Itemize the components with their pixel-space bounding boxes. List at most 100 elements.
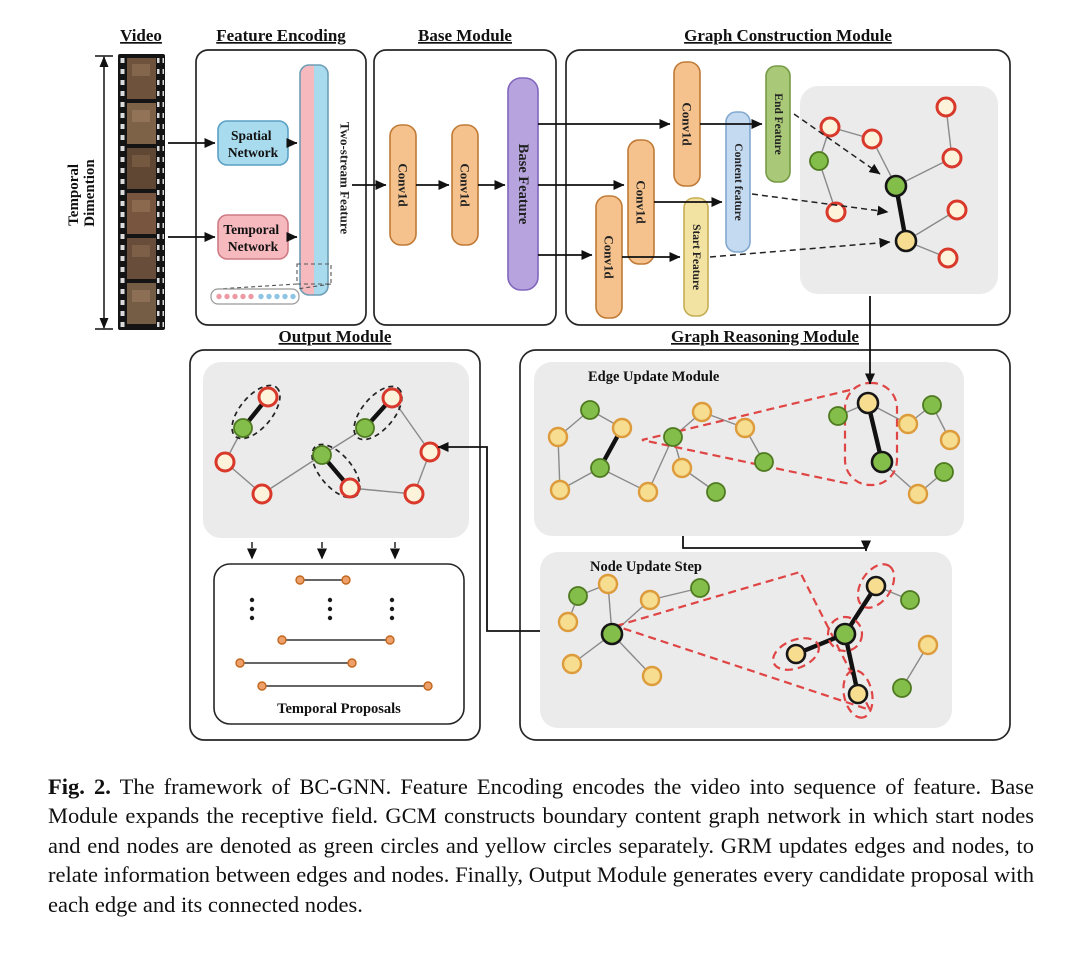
dimension-arrow-up bbox=[99, 56, 109, 67]
green-node bbox=[663, 427, 683, 447]
node-update-panel: Node Update Step bbox=[540, 552, 952, 728]
satellite-yellow-node bbox=[865, 575, 887, 597]
gcm-graph bbox=[800, 86, 998, 294]
temporal-dimension-label: Temporal Dimention bbox=[66, 159, 98, 227]
temporal-proposals-box: Temporal Proposals bbox=[213, 563, 465, 725]
green-node bbox=[568, 586, 588, 606]
green-node bbox=[934, 462, 954, 482]
green-node bbox=[590, 458, 610, 478]
video-section: Video Temporal Dimention bbox=[66, 26, 165, 330]
gcm-conv-top-label: Conv1d bbox=[680, 102, 695, 146]
red-node bbox=[946, 199, 968, 221]
satellite-yellow-node bbox=[847, 683, 869, 705]
yellow-node bbox=[557, 611, 579, 633]
yellow-node bbox=[907, 483, 929, 505]
end-feature-arrow bbox=[793, 113, 881, 175]
output-graph bbox=[203, 362, 469, 538]
gcm-conv-mid-label: Conv1d bbox=[634, 180, 649, 224]
red-node bbox=[257, 386, 279, 408]
edge-update-label: Edge Update Module bbox=[588, 369, 720, 385]
yellow-node bbox=[897, 413, 919, 435]
green-node bbox=[900, 590, 920, 610]
red-node bbox=[381, 387, 403, 409]
red-node bbox=[251, 483, 273, 505]
yellow-node bbox=[561, 653, 583, 675]
feature-to-graph-arrows bbox=[709, 113, 891, 258]
green-start-node bbox=[884, 174, 908, 198]
end-feature-label: End Feature bbox=[772, 93, 784, 154]
node-update-label: Node Update Step bbox=[590, 559, 702, 575]
yellow-end-node bbox=[894, 229, 918, 253]
green-node bbox=[312, 445, 332, 465]
content-feature-label: Content feature bbox=[732, 143, 744, 220]
dimension-arrow-down bbox=[99, 318, 109, 329]
green-node bbox=[892, 678, 912, 698]
green-node bbox=[922, 395, 942, 415]
feature-zoom-indicator bbox=[296, 263, 332, 285]
yellow-node bbox=[547, 426, 569, 448]
highlighted-yellow-node bbox=[856, 391, 880, 415]
red-node bbox=[861, 128, 883, 150]
figure-caption-text: The framework of BC-GNN. Feature Encodin… bbox=[48, 774, 1035, 917]
figure-caption-label: Fig. 2. bbox=[48, 774, 111, 799]
spatial-network-label: Spatial Network bbox=[228, 128, 279, 160]
yellow-node bbox=[691, 401, 713, 423]
film-frames bbox=[127, 58, 156, 324]
green-node bbox=[754, 452, 774, 472]
proposal-ellipse bbox=[231, 384, 281, 440]
output-module-title: Output Module bbox=[279, 327, 392, 346]
center-green-node bbox=[833, 622, 857, 646]
edgeupdate-to-nodeupdate-arrow bbox=[682, 536, 871, 552]
yellow-node bbox=[597, 573, 619, 595]
red-node bbox=[819, 116, 841, 138]
grm-to-output-arrow bbox=[437, 442, 540, 632]
yellow-node bbox=[637, 481, 659, 503]
grm-title: Graph Reasoning Module bbox=[671, 327, 859, 346]
green-node bbox=[233, 418, 253, 438]
yellow-node bbox=[939, 429, 961, 451]
proposal-segments bbox=[235, 575, 433, 691]
yellow-node bbox=[734, 417, 756, 439]
yellow-node bbox=[917, 634, 939, 656]
flow-arrows bbox=[168, 119, 875, 632]
start-feature-label: Start Feature bbox=[690, 224, 702, 290]
end-feature-bar bbox=[765, 65, 791, 183]
edge-update-highlight-beam bbox=[641, 388, 851, 486]
temporal-proposals-border bbox=[213, 563, 465, 725]
green-node bbox=[690, 578, 710, 598]
base-module: Base Module Conv1d Conv1d Base Feature bbox=[373, 26, 557, 326]
green-node bbox=[706, 482, 726, 502]
feature-sequence-legend bbox=[210, 288, 300, 305]
temporal-proposals-label: Temporal Proposals bbox=[277, 701, 401, 717]
yellow-node bbox=[549, 479, 571, 501]
highlighted-green-node bbox=[600, 622, 624, 646]
base-module-title: Base Module bbox=[418, 26, 512, 45]
green-node bbox=[809, 151, 829, 171]
proposal-drop-arrows bbox=[247, 542, 400, 560]
base-feature-bar bbox=[507, 77, 539, 291]
highlighted-green-node bbox=[870, 450, 894, 474]
content-feature-arrow bbox=[751, 193, 889, 216]
gcm-title: Graph Construction Module bbox=[684, 26, 892, 45]
proposal-ellipse bbox=[353, 385, 403, 441]
two-stream-feature-bar bbox=[299, 64, 329, 296]
output-module: Output Module bbox=[189, 327, 481, 741]
node-highlight-ellipse bbox=[842, 669, 874, 719]
red-node bbox=[941, 147, 963, 169]
gcm-conv-bot-label: Conv1d bbox=[602, 235, 617, 279]
red-node bbox=[935, 96, 957, 118]
start-feature-bar bbox=[683, 197, 709, 317]
legend-connector-right bbox=[296, 283, 332, 290]
graph-construction-module: Graph Construction Module Conv1d Conv1d … bbox=[565, 26, 1011, 326]
yellow-node bbox=[611, 417, 633, 439]
red-node bbox=[937, 247, 959, 269]
red-node bbox=[339, 477, 361, 499]
edge-update-panel: Edge Update Module bbox=[534, 362, 964, 536]
node-update-highlight-triangle bbox=[612, 570, 873, 712]
feature-encoding-module: Feature Encoding Spatial Network Tempora… bbox=[195, 26, 367, 326]
video-label: Video bbox=[120, 26, 162, 45]
content-feature-bar bbox=[725, 111, 751, 253]
node-highlight-ellipse bbox=[772, 637, 820, 671]
video-film-strip bbox=[118, 54, 165, 330]
